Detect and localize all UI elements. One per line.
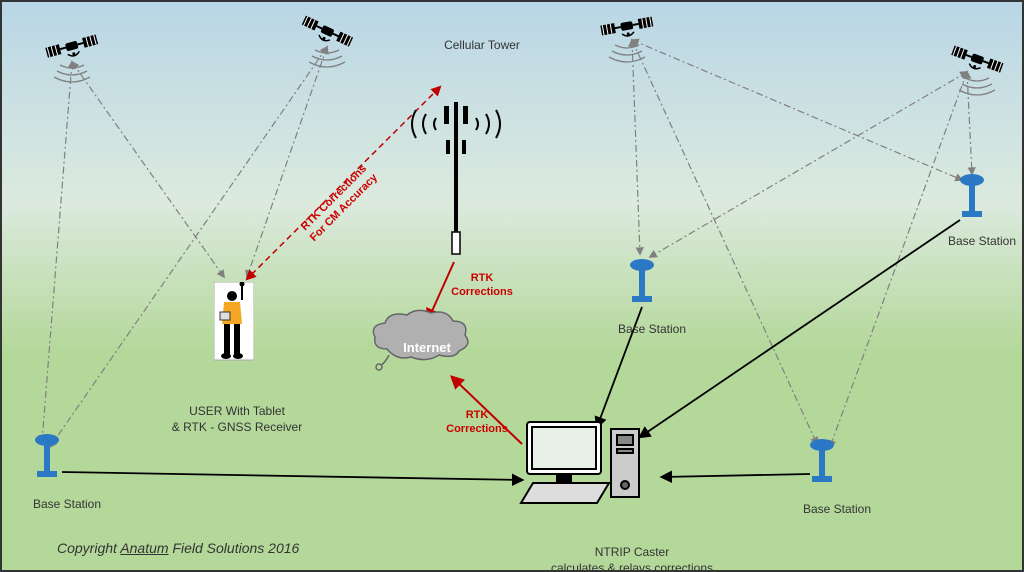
satellite-waves-icon <box>307 46 347 75</box>
base-station-label: Base Station <box>942 234 1022 250</box>
copyright-text: Copyright Anatum Field Solutions 2016 <box>57 540 299 556</box>
satellite-waves-icon <box>607 41 647 70</box>
copyright-brand: Anatum <box>120 540 168 556</box>
cell-tower-label: Cellular Tower <box>432 38 532 54</box>
user-label: USER With Tablet& RTK - GNSS Receiver <box>157 404 317 435</box>
base-station-icon <box>808 438 836 491</box>
base-station-label: Base Station <box>797 502 877 518</box>
base-station-icon <box>958 173 986 226</box>
ntrip-label: NTRIP Castercalculates & relays correcti… <box>532 545 732 572</box>
ntrip-computer-icon <box>517 417 647 522</box>
base-station-label: Base Station <box>27 497 107 513</box>
satellite-waves-icon <box>52 61 92 90</box>
copyright-suffix: Field Solutions 2016 <box>169 540 300 556</box>
copyright-prefix: Copyright <box>57 540 120 556</box>
user-icon <box>214 282 254 367</box>
satellite-waves-icon <box>957 74 997 103</box>
rtk-corrections-label-1: RTKCorrections <box>447 272 517 300</box>
cell-tower-icon <box>396 92 516 267</box>
base-station-icon <box>628 258 656 311</box>
diagram-canvas: Base Station Base Station Base Station B… <box>0 0 1024 572</box>
internet-label: Internet <box>397 340 457 357</box>
base-station-icon <box>33 433 61 486</box>
base-station-label: Base Station <box>612 322 692 338</box>
rtk-corrections-label-2: RTKCorrections <box>442 409 512 437</box>
